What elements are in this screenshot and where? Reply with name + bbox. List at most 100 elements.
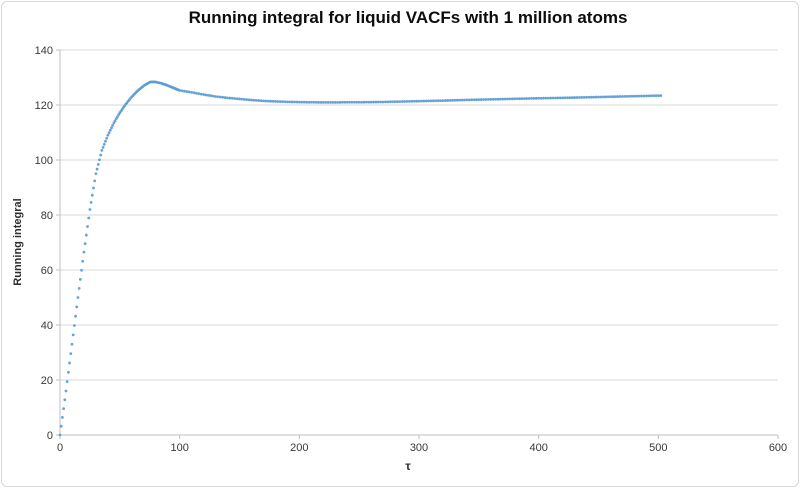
data-point	[348, 100, 351, 104]
data-point	[625, 94, 629, 98]
data-point	[293, 100, 296, 104]
data-point	[264, 99, 268, 103]
x-tick-label: 600	[769, 442, 787, 454]
data-point	[563, 96, 567, 100]
data-point	[259, 99, 263, 103]
data-point	[381, 100, 385, 104]
data-point	[427, 99, 430, 103]
data-point	[107, 131, 111, 135]
data-point	[190, 90, 194, 94]
data-point	[178, 89, 182, 92]
data-point	[360, 100, 363, 104]
data-point	[393, 100, 397, 104]
data-point	[199, 92, 203, 96]
data-point	[326, 100, 330, 104]
data-point	[321, 100, 325, 104]
data-point	[74, 314, 77, 318]
data-point	[78, 277, 82, 281]
data-point	[116, 115, 119, 119]
data-point	[453, 98, 457, 102]
data-point	[647, 94, 651, 98]
data-point	[506, 97, 509, 101]
data-point	[331, 100, 335, 104]
data-point	[532, 96, 536, 100]
data-point	[192, 91, 196, 95]
data-point	[183, 89, 186, 93]
y-tick-label: 100	[35, 155, 53, 167]
data-point	[269, 99, 273, 103]
data-point	[556, 96, 560, 100]
data-point	[187, 90, 191, 94]
data-point	[185, 90, 189, 93]
data-point	[305, 100, 308, 104]
data-point	[384, 100, 387, 104]
data-point	[451, 98, 454, 102]
data-point	[482, 98, 486, 101]
data-point	[573, 96, 576, 99]
data-point	[63, 398, 67, 402]
data-point	[76, 296, 80, 299]
data-point	[197, 92, 201, 96]
data-point	[487, 98, 490, 101]
data-point	[376, 100, 380, 104]
data-point	[369, 100, 373, 104]
data-point	[297, 100, 301, 104]
data-point	[601, 95, 605, 99]
data-point	[554, 96, 557, 100]
data-point	[309, 100, 313, 104]
data-point	[336, 100, 340, 104]
data-point	[300, 100, 304, 104]
data-point	[285, 100, 289, 104]
data-point	[656, 94, 660, 98]
data-point	[546, 96, 550, 100]
data-point	[594, 95, 598, 99]
data-point	[238, 97, 241, 101]
data-point	[58, 433, 62, 437]
data-point	[396, 100, 399, 104]
data-point	[494, 97, 497, 101]
data-point	[290, 100, 294, 104]
data-point	[314, 100, 318, 104]
data-point	[513, 97, 517, 101]
data-point	[577, 96, 581, 99]
data-point	[575, 96, 579, 99]
data-point	[204, 93, 208, 97]
data-point	[587, 95, 591, 99]
data-point	[640, 94, 643, 98]
data-point	[515, 97, 519, 101]
data-point	[542, 96, 545, 100]
data-point	[88, 208, 92, 211]
data-point	[609, 95, 612, 99]
data-point	[278, 100, 282, 103]
data-point	[537, 96, 541, 100]
data-point	[558, 96, 562, 100]
data-point	[367, 100, 371, 104]
data-point	[111, 123, 115, 127]
data-point	[93, 179, 97, 183]
data-point	[522, 97, 526, 100]
data-point	[580, 96, 584, 99]
data-point	[415, 99, 419, 103]
data-point	[345, 100, 349, 104]
data-point	[266, 99, 270, 103]
data-point	[252, 98, 256, 102]
data-point	[475, 98, 478, 102]
data-point	[75, 305, 79, 309]
data-point	[623, 95, 627, 98]
data-point	[226, 96, 229, 100]
data-point	[94, 172, 98, 176]
data-point	[95, 167, 99, 171]
data-point	[654, 94, 658, 98]
data-point	[455, 98, 459, 102]
data-point	[283, 100, 287, 104]
data-point	[100, 148, 104, 152]
data-point	[250, 98, 253, 102]
data-point	[206, 93, 210, 97]
data-point	[489, 97, 493, 101]
data-point	[443, 99, 447, 102]
data-point	[195, 91, 198, 95]
data-point	[276, 100, 280, 103]
data-point	[472, 98, 476, 102]
data-point	[86, 225, 89, 228]
data-point	[439, 99, 442, 103]
